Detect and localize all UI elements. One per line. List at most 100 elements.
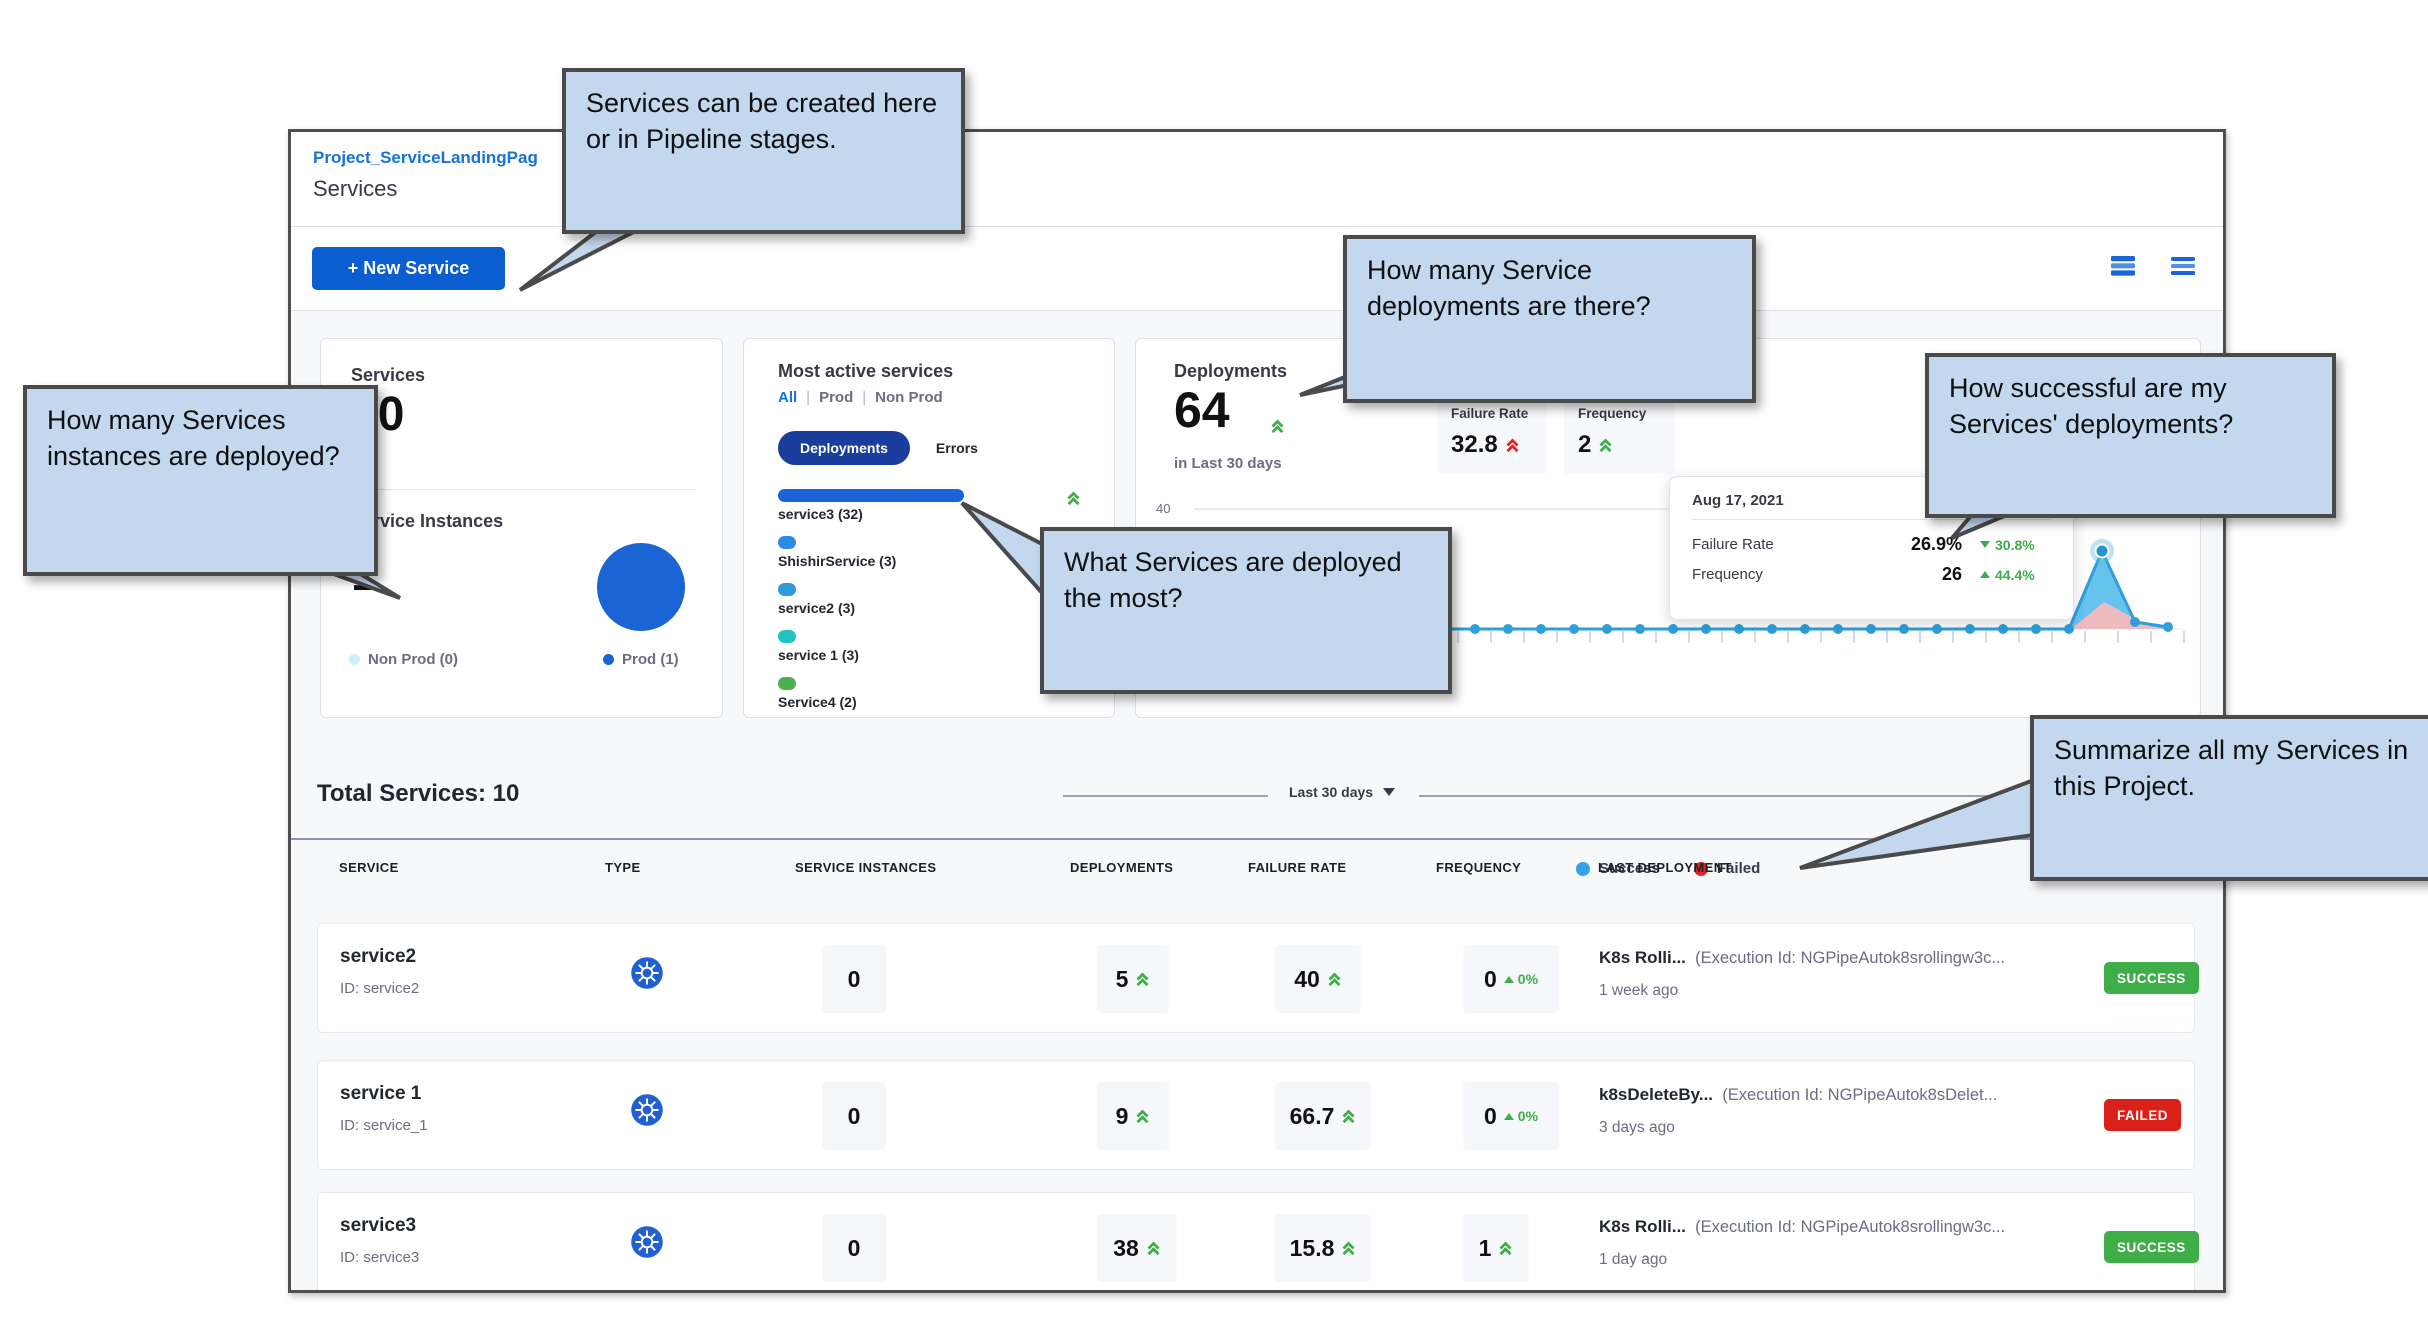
table-row[interactable]: service 1 ID: service_1 0 9 66.7 0 <box>317 1060 2195 1170</box>
total-services-title: Total Services: 10 <box>317 780 520 807</box>
filter-prod[interactable]: Prod <box>819 389 854 406</box>
service-name: service2 <box>340 946 417 967</box>
col-header-failure: FAILURE RATE <box>1248 860 1347 875</box>
nonprod-dot <box>349 654 360 665</box>
filter-separator: | <box>862 389 867 406</box>
frequency-cell: 0 0% <box>1463 1082 1559 1150</box>
service-name: service 1 <box>340 1083 422 1104</box>
filter-all[interactable]: All <box>778 389 798 406</box>
tooltip-frequency-row: Frequency 26 44.4% <box>1692 564 2051 585</box>
frequency-cell: 0 0% <box>1463 945 1559 1013</box>
trend-up-icon <box>1067 491 1080 506</box>
page-title: Services <box>313 176 398 201</box>
frequency-cell: 1 <box>1463 1214 1529 1282</box>
deployments-count: 64 <box>1174 382 1230 438</box>
tab-deployments[interactable]: Deployments <box>778 431 910 465</box>
instances-cell: 0 <box>822 945 886 1013</box>
kubernetes-icon <box>631 1226 663 1258</box>
instances-cell: 0 <box>822 1082 886 1150</box>
frequency-value: 0 <box>1483 965 1497 992</box>
filter-nonprod[interactable]: Non Prod <box>875 389 943 406</box>
active-bar <box>778 630 796 643</box>
services-summary-card: Services 10 Service Instances 1 Non Prod… <box>320 338 723 718</box>
frequency-value: 2 <box>1578 431 1592 458</box>
instances-cell: 0 <box>822 1214 886 1282</box>
callout-service-instances: How many Services instances are deployed… <box>23 385 378 576</box>
failed-area <box>2071 602 2166 629</box>
tooltip-failure-row: Failure Rate 26.9% 30.8% <box>1692 534 2051 555</box>
prod-label: Prod (1) <box>622 651 679 668</box>
active-bar-label: service3 (32) <box>778 506 863 522</box>
active-bar-label: ShishirService (3) <box>778 553 897 569</box>
deployments-value: 5 <box>1115 965 1129 992</box>
env-filter-group: All | Prod | Non Prod <box>778 389 943 406</box>
execution-id: (Execution Id: NGPipeAutok8srollingw3c..… <box>1695 949 2006 967</box>
active-bar-label: service2 (3) <box>778 600 856 616</box>
status-badge: SUCCESS <box>2104 1231 2199 1263</box>
table-row[interactable]: service3 ID: service3 0 38 15.8 1 <box>317 1192 2199 1290</box>
active-bar-label: service 1 (3) <box>778 647 859 663</box>
tooltip-failure-value: 26.9% <box>1910 534 1962 554</box>
last-deployment-cell: K8s Rolli... (Execution Id: NGPipeAutok8… <box>1599 1217 2159 1237</box>
deployments-value: 9 <box>1115 1102 1129 1129</box>
filter-separator: | <box>806 389 811 406</box>
instances-value: 0 <box>847 1234 861 1261</box>
table-row[interactable]: service2 ID: service2 0 5 40 0 0% <box>317 923 2199 1033</box>
toolbar-divider <box>291 310 2223 311</box>
instances-pie-chart <box>597 543 685 631</box>
tooltip-frequency-label: Frequency <box>1692 566 1763 583</box>
deployment-time: 1 week ago <box>1599 982 1679 999</box>
pipeline-name: k8sDeleteBy... <box>1599 1085 1714 1104</box>
most-active-title: Most active services <box>778 361 954 381</box>
active-bar <box>778 583 796 596</box>
card-view-icon[interactable] <box>2111 256 2135 276</box>
instances-value: 0 <box>847 1102 861 1129</box>
trend-up-icon <box>1136 1109 1149 1123</box>
kubernetes-icon <box>631 1094 663 1126</box>
new-service-button[interactable]: + New Service <box>312 247 505 290</box>
prod-dot <box>603 654 614 665</box>
time-range-label: Last 30 days <box>1289 784 1374 800</box>
active-bar <box>778 677 796 690</box>
deployments-value: 38 <box>1113 1234 1139 1261</box>
tab-errors[interactable]: Errors <box>935 440 978 456</box>
failure-cell: 66.7 <box>1275 1082 1371 1150</box>
callout-deployment-success: How successful are my Services' deployme… <box>1925 353 2336 518</box>
tooltip-date: Aug 17, 2021 <box>1692 492 1784 509</box>
trend-up-icon <box>1328 972 1341 986</box>
service-name: service3 <box>340 1215 417 1236</box>
deployment-time: 3 days ago <box>1599 1119 1675 1136</box>
col-header-frequency: FREQUENCY <box>1436 860 1522 875</box>
pipeline-name: K8s Rolli... <box>1599 1217 1686 1236</box>
time-range-dropdown[interactable]: Last 30 days <box>1289 784 1396 800</box>
service-id: ID: service3 <box>340 1249 420 1266</box>
tooltip-failure-delta: 30.8% <box>1995 536 2035 553</box>
delta-down-icon <box>1980 541 1990 548</box>
failure-rate-value: 32.8 <box>1451 431 1498 458</box>
deployments-subtitle: in Last 30 days <box>1174 455 1282 472</box>
callout-deployments-count: How many Service deployments are there? <box>1343 235 1756 403</box>
col-header-deployments: DEPLOYMENTS <box>1070 860 1174 875</box>
tooltip-divider <box>1692 519 2051 520</box>
deployment-time: 1 day ago <box>1599 1251 1668 1268</box>
col-header-last-deployment: LAST DEPLOYMENT <box>1598 860 1732 875</box>
service-id: ID: service2 <box>340 980 420 997</box>
trend-up-icon <box>1271 419 1284 434</box>
trend-up-icon <box>1136 972 1149 986</box>
trend-up-icon <box>1147 1241 1160 1255</box>
kubernetes-icon <box>631 957 663 989</box>
view-toggle-group <box>2111 256 2195 276</box>
failure-value: 40 <box>1294 965 1320 992</box>
tooltip-failure-label: Failure Rate <box>1692 536 1774 553</box>
tooltip-frequency-delta: 44.4% <box>1995 566 2035 583</box>
y-axis-tick: 40 <box>1156 501 1171 516</box>
trend-up-icon <box>1342 1109 1355 1123</box>
breadcrumb[interactable]: Project_ServiceLandingPag <box>313 148 538 167</box>
last-deployment-cell: k8sDeleteBy... (Execution Id: NGPipeAuto… <box>1599 1085 2159 1105</box>
list-view-icon[interactable] <box>2171 256 2195 276</box>
frequency-value: 0 <box>1483 1102 1497 1129</box>
highlight-dot <box>2094 543 2110 559</box>
failed-legend-dot <box>1693 861 1708 876</box>
service-instances-label: Service Instances <box>351 511 504 531</box>
success-legend-dot <box>1576 861 1590 876</box>
